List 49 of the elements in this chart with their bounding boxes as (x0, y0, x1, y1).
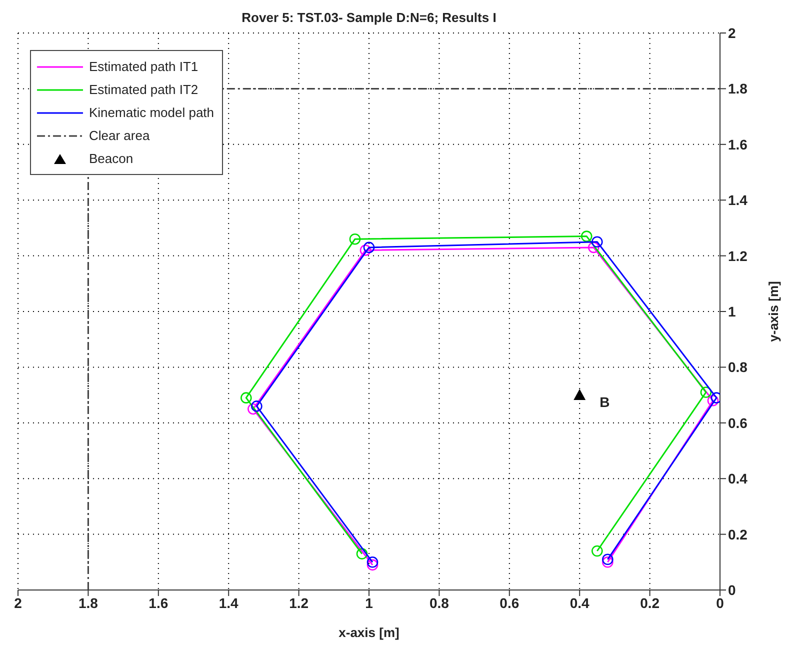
y-tick-label: 0 (728, 582, 736, 598)
x-tick-label: 0.6 (500, 594, 520, 611)
x-tick-label: 1.4 (218, 594, 239, 611)
chart-title: Rover 5: TST.03- Sample D:N=6; Results I (240, 10, 498, 25)
x-tick-label: 1.2 (289, 594, 309, 611)
point (700, 386, 712, 398)
y-tick-label: 1.4 (728, 192, 748, 208)
point (363, 242, 375, 254)
point (580, 230, 592, 242)
legend-label: Kinematic model path (89, 105, 214, 120)
point (366, 556, 378, 568)
x-tick-label: 0.4 (570, 594, 590, 611)
y-tick-label: 0.4 (728, 470, 748, 487)
point (588, 242, 600, 254)
point (349, 233, 361, 245)
point (366, 559, 378, 571)
y-tick-label: 1.2 (728, 248, 748, 264)
y-axis-title: y-axis [m] (766, 281, 781, 342)
annotation: B (600, 394, 610, 410)
point (248, 403, 259, 415)
point (574, 389, 586, 400)
x-axis-title: x-axis [m] (338, 625, 400, 640)
point (592, 545, 603, 557)
point (360, 244, 372, 256)
y-tick-label: 0.2 (728, 526, 748, 542)
x-tick-label: 0 (716, 594, 724, 611)
point (356, 548, 368, 560)
x-tick-label: 0.2 (640, 594, 660, 611)
point (602, 554, 614, 566)
legend-label: Estimated path IT1 (89, 59, 198, 74)
point (240, 392, 252, 404)
y-tick-label: 2 (728, 24, 736, 41)
legend-label: Beacon (89, 151, 134, 166)
x-tick-label: 0.8 (429, 594, 450, 611)
x-tick-label: 1.6 (148, 594, 168, 611)
y-tick-label: 0.8 (728, 359, 748, 376)
y-tick-label: 0.6 (728, 414, 748, 431)
y-tick-label: 1.8 (728, 80, 748, 97)
point (251, 400, 262, 412)
y-tick-label: 1.6 (728, 136, 748, 152)
legend-label: Clear area (89, 128, 150, 143)
point (707, 394, 719, 406)
point (592, 236, 603, 248)
x-tick-label: 1.8 (78, 594, 98, 611)
x-tick-label: 1 (365, 594, 374, 611)
x-tick-label: 2 (14, 594, 22, 611)
point (602, 556, 614, 568)
y-tick-label: 1 (728, 303, 736, 320)
legend-label: Estimated path IT2 (89, 82, 198, 97)
